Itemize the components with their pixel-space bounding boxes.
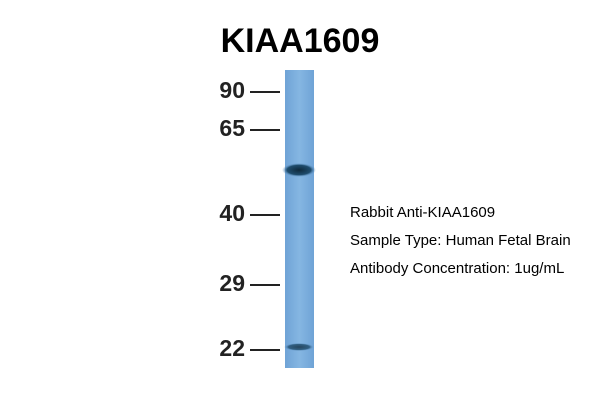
- band: [282, 163, 316, 177]
- band: [284, 343, 314, 351]
- annotation-group: Rabbit Anti-KIAA1609 Sample Type: Human F…: [350, 204, 571, 277]
- marker-label: 90: [219, 77, 245, 103]
- marker-label: 65: [219, 115, 245, 141]
- title: KIAA1609: [221, 22, 380, 60]
- lane: [285, 70, 314, 368]
- marker-label: 22: [219, 335, 245, 361]
- annotation: Rabbit Anti-KIAA1609: [350, 204, 495, 221]
- marker-group: 90 65 40 29 22: [219, 77, 280, 361]
- annotation: Sample Type: Human Fetal Brain: [350, 232, 571, 249]
- marker-label: 29: [219, 270, 245, 296]
- marker-label: 40: [219, 200, 245, 226]
- annotation: Antibody Concentration: 1ug/mL: [350, 260, 564, 277]
